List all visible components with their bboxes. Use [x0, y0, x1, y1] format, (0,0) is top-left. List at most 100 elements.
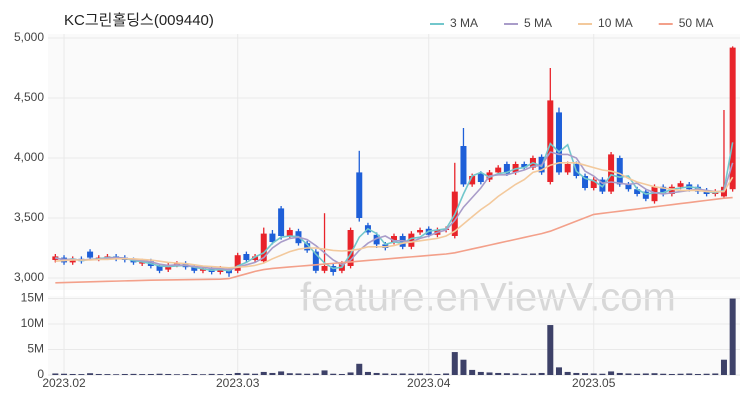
y-tick-label: 5,000: [14, 30, 44, 44]
candle-body: [269, 233, 276, 242]
y-tick-label: 3,000: [14, 270, 44, 284]
volume-bar: [582, 373, 589, 375]
volume-bar: [391, 373, 397, 375]
candle-body: [477, 173, 484, 182]
volume-bar: [252, 373, 259, 375]
candle-body: [191, 267, 198, 271]
candle-body: [651, 186, 658, 202]
candle-body: [252, 256, 259, 260]
volume-bar: [486, 372, 493, 375]
volume-bar: [304, 373, 311, 375]
legend-label: 10 MA: [598, 16, 633, 30]
volume-bar: [217, 374, 224, 375]
candle-body: [582, 176, 589, 188]
volume-bar: [686, 373, 693, 375]
volume-bar: [95, 373, 102, 375]
ma-line: [55, 142, 734, 272]
legend-label: 5 MA: [524, 16, 552, 30]
volume-bar: [555, 367, 562, 375]
volume-bar: [226, 373, 233, 375]
candle-body: [660, 186, 667, 194]
volume-bar: [104, 374, 111, 375]
candle-body: [243, 254, 250, 260]
x-tick-label: 2023.02: [42, 376, 86, 390]
y-tick-label: 4,000: [14, 150, 44, 164]
candle-body: [495, 167, 502, 173]
y-tick-label: 0: [37, 367, 44, 381]
volume-bar: [503, 373, 510, 375]
volume-bar: [720, 359, 727, 375]
volume-bar: [729, 298, 736, 375]
volume-bar: [417, 373, 424, 375]
volume-bar: [78, 374, 85, 375]
candle-body: [642, 191, 649, 199]
candle-body: [234, 255, 241, 271]
candle-body: [729, 47, 736, 190]
volume-bar: [634, 373, 641, 375]
volume-bar: [469, 369, 476, 375]
ma-line: [55, 196, 733, 284]
candle-body: [616, 158, 623, 185]
legend-label: 50 MA: [679, 16, 714, 30]
volume-bar: [191, 373, 198, 375]
ma-line: [55, 162, 734, 269]
candle-body: [625, 184, 632, 190]
volume-bar: [286, 373, 293, 375]
candle-body: [356, 172, 363, 218]
volume-bar: [521, 373, 528, 375]
candle-body: [304, 243, 311, 251]
volume-bar: [477, 371, 484, 375]
volume-bar: [512, 373, 519, 375]
volume-bar: [156, 373, 163, 375]
volume-bar: [61, 373, 68, 375]
y-tick-label: 3,500: [14, 210, 44, 224]
volume-bar: [208, 373, 215, 375]
candle-body: [408, 233, 415, 247]
candle-body: [668, 186, 675, 194]
y-tick-label: 15M: [21, 291, 44, 305]
volume-bar: [87, 373, 94, 375]
volume-bar: [382, 373, 389, 375]
volume-bar: [338, 373, 345, 375]
volume-bar: [495, 372, 502, 375]
chart-title: KC그린홀딩스(009440): [64, 12, 214, 29]
volume-bar: [608, 371, 615, 375]
volume-bar: [278, 371, 285, 375]
volume-bar: [373, 372, 380, 375]
volume-bar: [356, 363, 363, 375]
volume-bar: [625, 373, 632, 375]
volume-bar: [564, 371, 571, 375]
volume-bar: [182, 374, 189, 375]
candle-body: [521, 164, 528, 168]
candle-body: [417, 230, 424, 233]
legend-label: 3 MA: [450, 16, 478, 30]
volume-bar: [668, 373, 675, 375]
candle-body: [555, 112, 562, 173]
watermark: feature.enViewV.com: [300, 276, 676, 320]
volume-bar: [529, 373, 536, 375]
y-tick-label: 10M: [21, 316, 44, 330]
candle-body: [260, 233, 267, 262]
volume-bar: [599, 373, 606, 375]
volume-bar: [660, 373, 667, 375]
volume-bar: [677, 373, 684, 375]
volume-bar: [616, 372, 623, 375]
candle-body: [347, 230, 354, 266]
candle-body: [156, 266, 163, 271]
volume-bar: [113, 374, 120, 375]
volume-bar: [52, 373, 59, 375]
volume-bar: [347, 372, 354, 375]
candle-body: [278, 208, 285, 236]
volume-bar: [243, 373, 250, 375]
volume-bar: [408, 373, 415, 375]
candle-body: [312, 251, 319, 271]
ma-line: [55, 151, 734, 271]
candle-body: [608, 154, 615, 192]
candle-body: [547, 100, 554, 182]
candle-body: [469, 176, 476, 185]
price-panel: [48, 34, 740, 290]
volume-panel: [48, 296, 740, 376]
volume-bar: [642, 373, 649, 375]
candle-body: [634, 189, 641, 194]
